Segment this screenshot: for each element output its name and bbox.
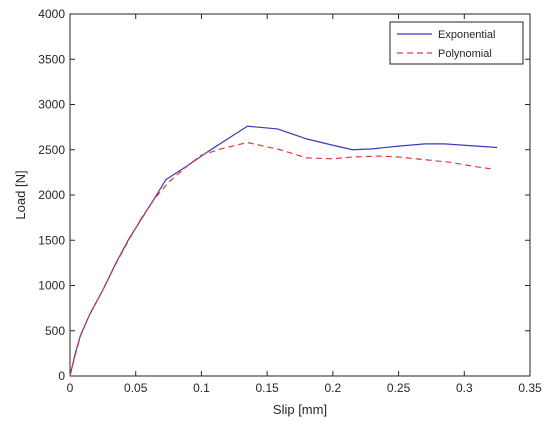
x-tick-label: 0 <box>67 381 74 395</box>
x-tick-label: 0.2 <box>325 381 342 395</box>
y-axis-label: Load [N] <box>13 170 28 219</box>
y-tick-label: 3500 <box>38 52 65 66</box>
x-tick-label: 0.05 <box>124 381 148 395</box>
x-tick-label: 0.15 <box>255 381 279 395</box>
x-axis-label: Slip [mm] <box>273 402 327 417</box>
axis-ticks: 0 0.05 0.1 0.15 0.2 0.25 0.3 0.35 0 500 1000 1500 20… <box>38 7 542 395</box>
x-tick-label: 0.3 <box>456 381 473 395</box>
x-tick-label: 0.35 <box>518 381 542 395</box>
legend-box <box>389 21 524 65</box>
y-tick-label: 4000 <box>38 7 65 21</box>
legend-label-polynomial: Polynomial <box>438 48 492 60</box>
y-tick-label: 500 <box>45 324 65 338</box>
legend-label-exponential: Exponential <box>438 29 496 41</box>
y-tick-label: 0 <box>58 369 65 383</box>
series-layer <box>69 125 498 377</box>
plot-area <box>69 13 531 377</box>
y-tick-label: 1500 <box>38 233 65 247</box>
series-line-exponential <box>69 125 498 377</box>
x-tick-label: 0.25 <box>387 381 411 395</box>
legend: Exponential Polynomial <box>389 21 524 65</box>
y-tick-label: 1000 <box>38 279 65 293</box>
y-tick-label: 3000 <box>38 98 65 112</box>
x-tick-label: 0.1 <box>193 381 210 395</box>
y-tick-label: 2000 <box>38 188 65 202</box>
series-line-polynomial <box>69 141 491 377</box>
y-tick-label: 2500 <box>38 143 65 157</box>
